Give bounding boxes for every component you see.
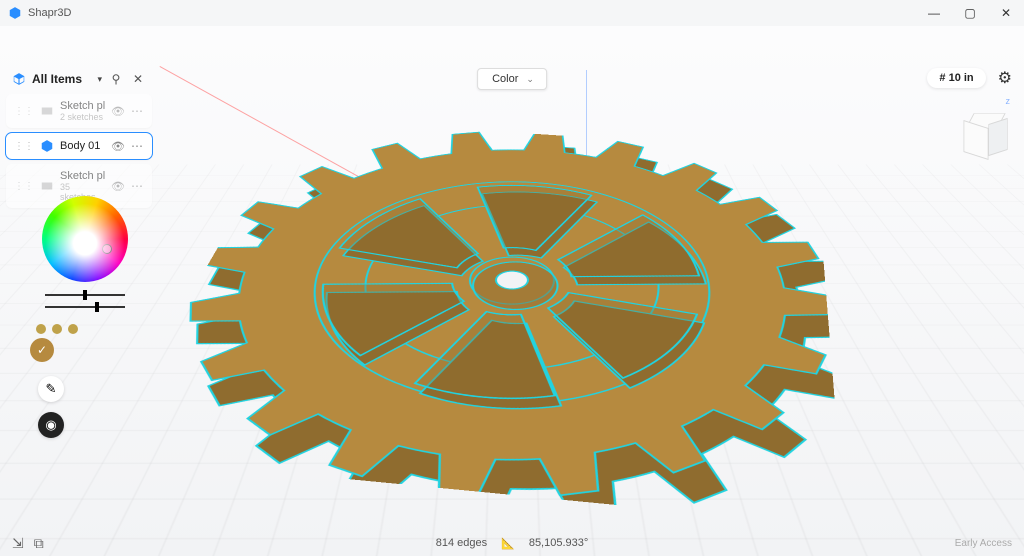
measure-icon: 📐 bbox=[501, 537, 515, 550]
swatch-recent[interactable] bbox=[52, 324, 62, 334]
items-sidebar: All Items ▾ ⚲ ✕ ⋮⋮ Sketch plane 022 sketc… bbox=[6, 68, 152, 213]
cube-icon bbox=[12, 72, 26, 86]
plane-icon bbox=[40, 179, 54, 193]
chevron-down-icon: ⌄ bbox=[526, 74, 534, 85]
minimize-button[interactable]: — bbox=[916, 0, 952, 26]
titlebar: Shapr3D — ▢ ✕ bbox=[0, 0, 1024, 26]
notifications-icon[interactable]: ⚙ bbox=[998, 68, 1012, 88]
axis-z-label: z bbox=[1006, 96, 1011, 106]
item-text: Body 01 bbox=[60, 140, 105, 152]
window-controls: — ▢ ✕ bbox=[916, 0, 1024, 26]
grip-icon: ⋮⋮ bbox=[14, 141, 34, 152]
nav-cube-side[interactable] bbox=[988, 118, 1007, 156]
close-button[interactable]: ✕ bbox=[988, 0, 1024, 26]
item-menu-icon[interactable]: ⋯ bbox=[131, 139, 144, 153]
swatch-recent[interactable] bbox=[68, 324, 78, 334]
nav-cube[interactable] bbox=[964, 106, 1006, 148]
edge-count: 814 edges bbox=[436, 537, 487, 549]
color-dropdown-label: Color bbox=[492, 73, 518, 85]
statusbar: ⇲ ⧉ 814 edges 📐 85,105.933° Early Access bbox=[0, 530, 1024, 556]
grip-icon: ⋮⋮ bbox=[14, 181, 34, 192]
sidebar-item[interactable]: ⋮⋮ Body 01 👁 ⋯ bbox=[6, 133, 152, 159]
color-wheel[interactable] bbox=[42, 196, 128, 282]
swatch-recent[interactable] bbox=[36, 324, 46, 334]
body-icon bbox=[40, 139, 54, 153]
item-menu-icon[interactable]: ⋯ bbox=[131, 104, 144, 118]
close-icon[interactable]: ✕ bbox=[130, 72, 146, 86]
top-right-controls: # 10 in ⚙ bbox=[927, 68, 1012, 88]
color-tools: ✎ ◉ bbox=[38, 376, 140, 438]
value-slider[interactable] bbox=[45, 306, 125, 308]
item-text: Sketch plane 022 sketches bbox=[60, 100, 105, 122]
visibility-icon[interactable]: 👁 bbox=[111, 140, 125, 153]
eyedropper-button[interactable]: ✎ bbox=[38, 376, 64, 402]
chevron-down-icon: ▾ bbox=[97, 74, 102, 85]
workspace: All Items ▾ ⚲ ✕ ⋮⋮ Sketch plane 022 sketc… bbox=[0, 26, 1024, 556]
sidebar-item[interactable]: ⋮⋮ Sketch plane 022 sketches 👁 ⋯ bbox=[6, 94, 152, 128]
snapshot-icon[interactable]: ⧉ bbox=[34, 535, 44, 552]
units-pill[interactable]: # 10 in bbox=[927, 68, 985, 88]
visibility-icon[interactable]: 👁 bbox=[111, 105, 125, 118]
color-panel: ✓ ✎ ◉ bbox=[30, 196, 140, 438]
swatch-row bbox=[36, 324, 140, 334]
viewport-3d[interactable] bbox=[0, 26, 1024, 556]
color-dropdown[interactable]: Color ⌄ bbox=[477, 68, 547, 90]
sidebar-title: All Items bbox=[32, 72, 91, 86]
visibility-icon[interactable]: 👁 bbox=[111, 180, 125, 193]
status-left-tools: ⇲ ⧉ bbox=[12, 535, 44, 552]
maximize-button[interactable]: ▢ bbox=[952, 0, 988, 26]
pin-icon[interactable]: ⚲ bbox=[108, 72, 124, 86]
app-icon bbox=[8, 6, 22, 20]
color-cursor[interactable] bbox=[102, 244, 112, 254]
sidebar-header[interactable]: All Items ▾ ⚲ ✕ bbox=[6, 68, 152, 94]
early-access-label: Early Access bbox=[955, 538, 1012, 549]
swatch-selected[interactable]: ✓ bbox=[30, 338, 54, 362]
angle-readout: 85,105.933° bbox=[529, 537, 588, 549]
item-menu-icon[interactable]: ⋯ bbox=[131, 179, 144, 193]
export-icon[interactable]: ⇲ bbox=[12, 535, 24, 552]
grip-icon: ⋮⋮ bbox=[14, 106, 34, 117]
material-button[interactable]: ◉ bbox=[38, 412, 64, 438]
app-title: Shapr3D bbox=[28, 7, 71, 19]
status-center: 814 edges 📐 85,105.933° bbox=[436, 537, 589, 550]
plane-icon bbox=[40, 104, 54, 118]
hue-slider[interactable] bbox=[45, 294, 125, 296]
